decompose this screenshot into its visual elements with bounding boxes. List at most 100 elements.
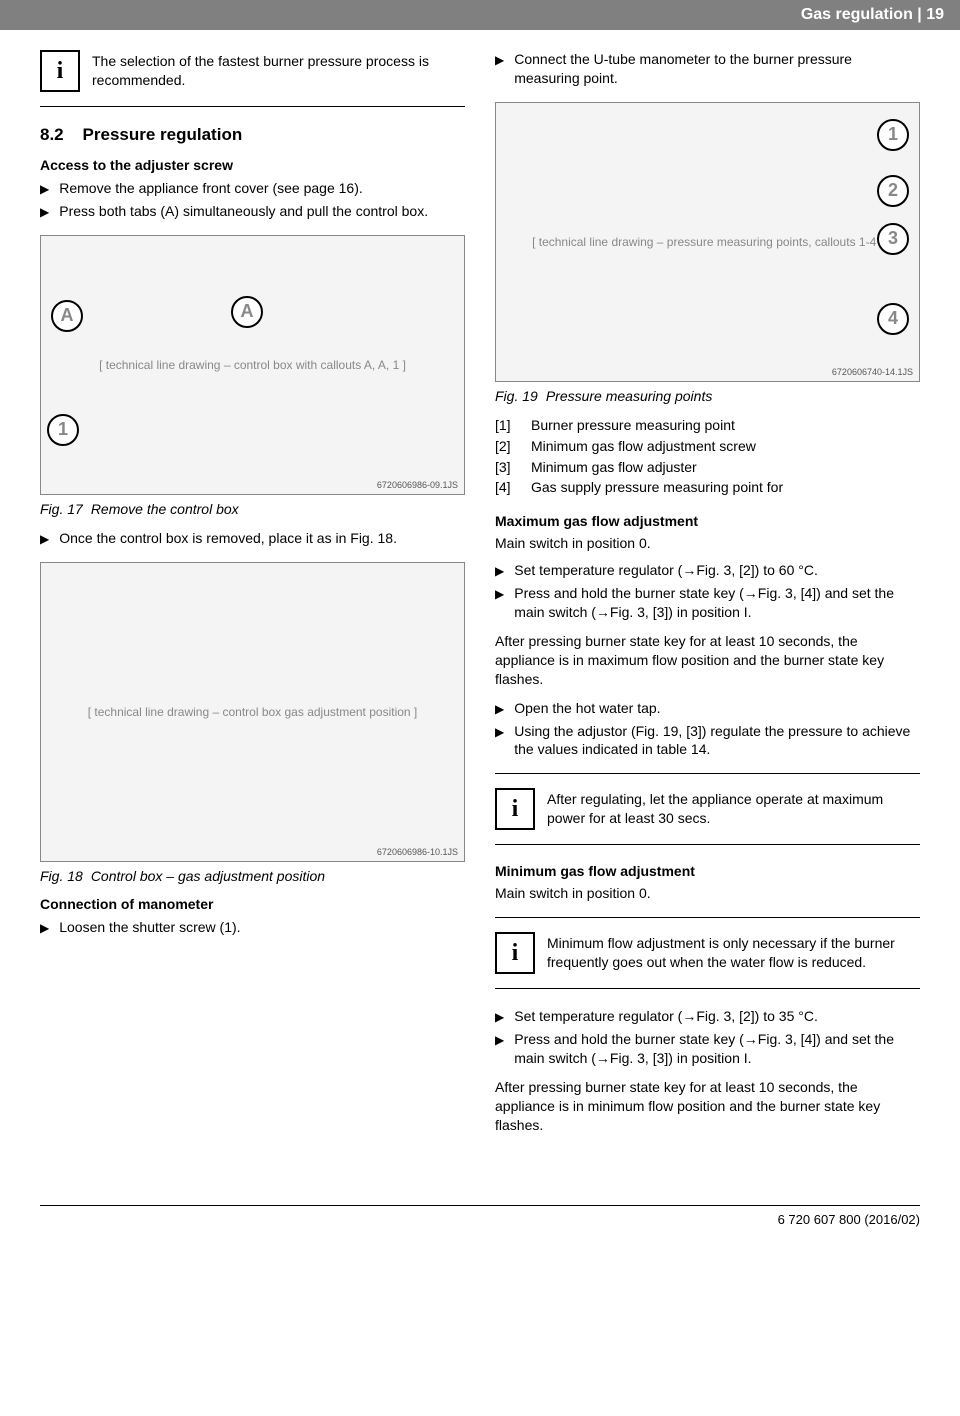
- step-text: Press and hold the burner state key (→Fi…: [514, 1030, 920, 1068]
- figure-17: [ technical line drawing – control box w…: [40, 235, 465, 495]
- triangle-icon: ▶: [495, 1032, 504, 1068]
- step-text: Press both tabs (A) simultaneously and p…: [59, 202, 428, 221]
- step-line: ▶ Press both tabs (A) simultaneously and …: [40, 202, 465, 221]
- info-icon: i: [40, 50, 80, 92]
- triangle-icon: ▶: [495, 586, 504, 622]
- figure-caption: Pressure measuring points: [546, 388, 713, 404]
- info-text: After regulating, let the appliance oper…: [547, 788, 920, 828]
- step-text: Once the control box is removed, place i…: [59, 529, 397, 548]
- figure-alt: [ technical line drawing – pressure meas…: [532, 235, 883, 249]
- legend-val: Burner pressure measuring point: [531, 416, 735, 435]
- step-text: Set temperature regulator (→Fig. 3, [2])…: [514, 1007, 818, 1026]
- step-text: Connect the U-tube manometer to the burn…: [514, 50, 920, 88]
- triangle-icon: ▶: [40, 181, 49, 198]
- step-text: Loosen the shutter screw (1).: [59, 918, 240, 937]
- step-line: ▶ Loosen the shutter screw (1).: [40, 918, 465, 937]
- step-line: ▶ Connect the U-tube manometer to the bur…: [495, 50, 920, 88]
- info-box-max: i After regulating, let the appliance op…: [495, 788, 920, 845]
- triangle-icon: ▶: [40, 920, 49, 937]
- info-icon-glyph: i: [512, 796, 519, 823]
- step-line: ▶ Set temperature regulator (→Fig. 3, [2]…: [495, 1007, 920, 1026]
- page-content: i The selection of the fastest burner pr…: [0, 30, 960, 1185]
- footer-code: 6 720 607 800 (2016/02): [778, 1212, 920, 1227]
- step-text: Set temperature regulator (→Fig. 3, [2])…: [514, 561, 818, 580]
- figure-caption-row: Fig. 17 Remove the control box: [40, 501, 465, 517]
- callout-4: 4: [877, 303, 909, 335]
- section-title: Pressure regulation: [83, 125, 243, 144]
- legend-key: [1]: [495, 416, 523, 435]
- step-line: ▶ Once the control box is removed, place …: [40, 529, 465, 548]
- figure-caption-row: Fig. 18 Control box – gas adjustment pos…: [40, 868, 465, 884]
- figure-19: [ technical line drawing – pressure meas…: [495, 102, 920, 382]
- legend-val: Minimum gas flow adjustment screw: [531, 437, 756, 456]
- right-column: ▶ Connect the U-tube manometer to the bur…: [495, 50, 920, 1145]
- figure-code: 6720606986-09.1JS: [377, 480, 458, 490]
- max-sub: Main switch in position 0.: [495, 535, 920, 551]
- legend-row: [2] Minimum gas flow adjustment screw: [495, 437, 920, 456]
- callout-A: A: [51, 300, 83, 332]
- step-line: ▶ Remove the appliance front cover (see p…: [40, 179, 465, 198]
- legend-row: [3] Minimum gas flow adjuster: [495, 458, 920, 477]
- callout-2: 2: [877, 175, 909, 207]
- step-line: ▶ Press and hold the burner state key (→F…: [495, 584, 920, 622]
- callout-1: 1: [47, 414, 79, 446]
- figure-alt: [ technical line drawing – control box g…: [88, 705, 418, 719]
- access-subhead: Access to the adjuster screw: [40, 157, 465, 173]
- divider: [495, 917, 920, 918]
- info-icon-glyph: i: [512, 940, 519, 967]
- triangle-icon: ▶: [40, 204, 49, 221]
- max-head: Maximum gas flow adjustment: [495, 513, 920, 529]
- figure-caption-row: Fig. 19 Pressure measuring points: [495, 388, 920, 404]
- divider: [495, 773, 920, 774]
- figure-code: 6720606740-14.1JS: [832, 367, 913, 377]
- legend-key: [2]: [495, 437, 523, 456]
- triangle-icon: ▶: [495, 724, 504, 760]
- figure-code: 6720606986-10.1JS: [377, 847, 458, 857]
- figure-num: Fig. 19: [495, 388, 538, 404]
- min-head: Minimum gas flow adjustment: [495, 863, 920, 879]
- legend-val: Minimum gas flow adjuster: [531, 458, 697, 477]
- info-box-min: i Minimum flow adjustment is only necess…: [495, 932, 920, 989]
- triangle-icon: ▶: [495, 701, 504, 718]
- legend-key: [4]: [495, 478, 523, 497]
- min-sub: Main switch in position 0.: [495, 885, 920, 901]
- legend-row: [4] Gas supply pressure measuring point f…: [495, 478, 920, 497]
- min-para: After pressing burner state key for at l…: [495, 1078, 920, 1135]
- callout-1: 1: [877, 119, 909, 151]
- triangle-icon: ▶: [495, 563, 504, 580]
- figure-caption: Control box – gas adjustment position: [91, 868, 325, 884]
- figure-num: Fig. 18: [40, 868, 83, 884]
- step-line: ▶ Using the adjustor (Fig. 19, [3]) regul…: [495, 722, 920, 760]
- connection-subhead: Connection of manometer: [40, 896, 465, 912]
- info-text: Minimum flow adjustment is only necessar…: [547, 932, 920, 972]
- triangle-icon: ▶: [40, 531, 49, 548]
- legend-key: [3]: [495, 458, 523, 477]
- max-para: After pressing burner state key for at l…: [495, 632, 920, 689]
- step-line: ▶ Press and hold the burner state key (→F…: [495, 1030, 920, 1068]
- step-text: Press and hold the burner state key (→Fi…: [514, 584, 920, 622]
- header-bar: Gas regulation | 19: [0, 0, 960, 30]
- figure-18: [ technical line drawing – control box g…: [40, 562, 465, 862]
- figure-num: Fig. 17: [40, 501, 83, 517]
- step-text: Open the hot water tap.: [514, 699, 660, 718]
- step-line: ▶ Set temperature regulator (→Fig. 3, [2]…: [495, 561, 920, 580]
- step-text: Remove the appliance front cover (see pa…: [59, 179, 363, 198]
- legend-val: Gas supply pressure measuring point for: [531, 478, 783, 497]
- info-box-top: i The selection of the fastest burner pr…: [40, 50, 465, 107]
- info-icon-glyph: i: [57, 58, 64, 85]
- triangle-icon: ▶: [495, 52, 504, 88]
- info-text: The selection of the fastest burner pres…: [92, 50, 465, 90]
- triangle-icon: ▶: [495, 1009, 504, 1026]
- step-line: ▶ Open the hot water tap.: [495, 699, 920, 718]
- step-text: Using the adjustor (Fig. 19, [3]) regula…: [514, 722, 920, 760]
- figure-caption: Remove the control box: [91, 501, 239, 517]
- left-column: i The selection of the fastest burner pr…: [40, 50, 465, 1145]
- info-icon: i: [495, 932, 535, 974]
- info-icon: i: [495, 788, 535, 830]
- callout-3: 3: [877, 223, 909, 255]
- page-footer: 6 720 607 800 (2016/02): [40, 1205, 920, 1227]
- section-heading: 8.2 Pressure regulation: [40, 125, 465, 145]
- section-num: 8.2: [40, 125, 64, 144]
- figure-alt: [ technical line drawing – control box w…: [99, 358, 406, 372]
- header-title: Gas regulation | 19: [801, 6, 944, 23]
